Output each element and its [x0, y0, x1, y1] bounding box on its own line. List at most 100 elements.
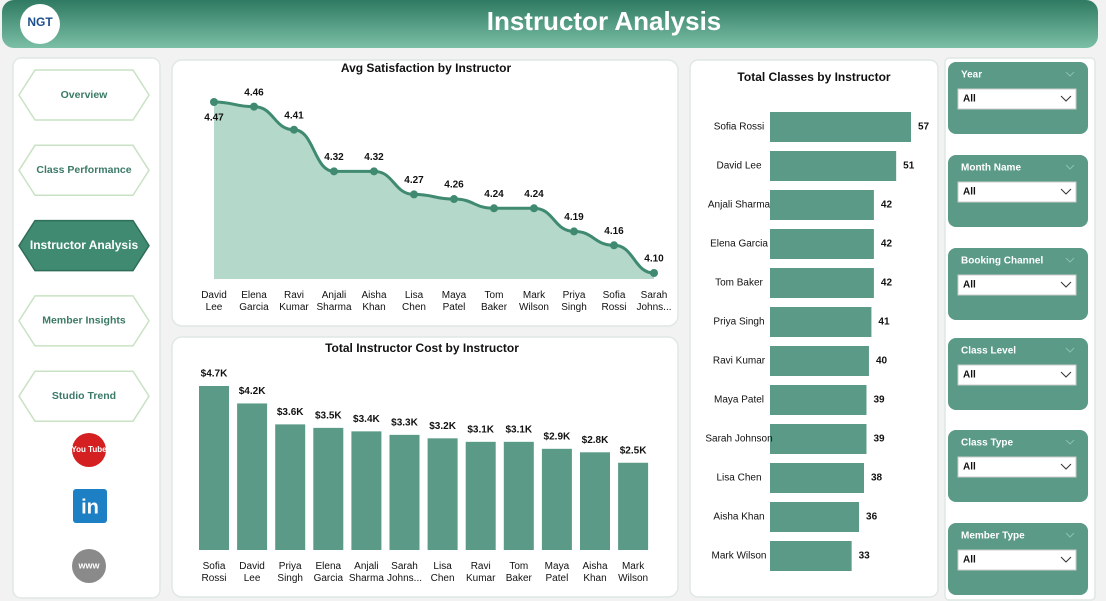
filter-dropdown[interactable]	[957, 274, 1077, 296]
bar	[313, 427, 344, 550]
value-label: 41	[878, 317, 890, 328]
x-tick-label: Ravi Kumar	[279, 290, 309, 313]
dropdown-chevron	[1060, 281, 1072, 288]
value-label: 42	[881, 239, 893, 250]
nav-button[interactable]	[18, 219, 150, 272]
logo-text: NGT	[27, 15, 53, 29]
x-tick-label: Priya Singh	[561, 290, 587, 313]
filter-chevron	[1065, 347, 1075, 353]
area	[214, 102, 654, 279]
header-bar	[2, 0, 1098, 48]
x-tick-label: Mark Wilson	[519, 290, 549, 313]
filter-chevron	[1065, 164, 1075, 170]
bar	[389, 434, 420, 550]
x-tick-label: Maya Patel	[442, 290, 467, 313]
y-tick-label: Elena Garcia	[710, 239, 768, 250]
x-tick-label: Sarah Johns...	[636, 290, 671, 313]
filter-chevron	[1065, 439, 1075, 445]
bar	[237, 403, 268, 550]
value-label: 33	[859, 551, 871, 562]
bar	[427, 438, 458, 550]
value-label: 4.46	[244, 87, 264, 98]
x-tick-label: Aisha Khan	[361, 290, 386, 313]
x-tick-label: David Lee	[239, 561, 265, 584]
point	[210, 98, 218, 106]
dropdown-chevron	[1060, 188, 1072, 195]
value-label: 39	[873, 434, 885, 445]
x-tick-label: Mark Wilson	[618, 561, 648, 584]
chart-title: Avg Satisfaction by Instructor	[341, 61, 512, 75]
y-tick-label: David Lee	[716, 161, 761, 172]
point	[570, 227, 578, 236]
bar	[770, 385, 867, 415]
x-tick-label: Elena Garcia	[239, 290, 269, 313]
nav-label: Member Insights	[42, 315, 126, 327]
bar	[351, 431, 382, 550]
dropdown-chevron	[1060, 556, 1072, 563]
point	[290, 125, 298, 134]
filter-chevron	[1065, 71, 1075, 77]
point	[490, 204, 498, 213]
filter-dropdown[interactable]	[957, 364, 1077, 386]
nav-button[interactable]	[18, 295, 150, 347]
value-label: 4.16	[604, 226, 624, 237]
x-tick-label: Aisha Khan	[582, 561, 607, 584]
filter-value: All	[963, 280, 976, 291]
nav-button[interactable]	[18, 144, 150, 197]
filter-dropdown[interactable]	[957, 456, 1077, 478]
filter-value: All	[963, 555, 976, 566]
x-tick-label: Ravi Kumar	[466, 561, 496, 584]
point	[330, 167, 338, 176]
filter-dropdown[interactable]	[957, 549, 1077, 571]
value-label: $4.2K	[239, 386, 266, 397]
value-label: 51	[903, 161, 915, 172]
bar	[199, 386, 229, 550]
dropdown-chevron	[1060, 463, 1072, 470]
value-label: 4.32	[364, 152, 384, 163]
bar	[770, 307, 872, 337]
point	[530, 204, 538, 213]
value-label: 42	[881, 200, 893, 211]
icon-label: in	[81, 496, 99, 518]
y-tick-label: Priya Singh	[713, 317, 764, 328]
bar	[770, 229, 874, 259]
y-tick-label: Aisha Khan	[713, 512, 764, 523]
logo	[20, 4, 60, 44]
linkedin-icon[interactable]	[73, 489, 107, 523]
web-icon[interactable]	[72, 549, 106, 583]
y-tick-label: Mark Wilson	[711, 551, 766, 562]
x-tick-label: David Lee	[201, 290, 227, 313]
dropdown-chevron	[1060, 371, 1072, 378]
filter-dropdown[interactable]	[957, 88, 1077, 110]
icon-label: www	[77, 560, 100, 570]
bar	[618, 462, 649, 550]
value-label: 4.41	[284, 110, 304, 121]
x-tick-label: Maya Patel	[545, 561, 570, 584]
value-label: 39	[873, 395, 885, 406]
y-tick-label: Sofia Rossi	[714, 122, 765, 133]
x-tick-label: Anjali Sharma	[349, 561, 384, 584]
filter-chevron	[1065, 257, 1075, 263]
value-label: 4.32	[324, 152, 344, 163]
filter-dropdown[interactable]	[957, 181, 1077, 203]
nav-button[interactable]	[18, 370, 150, 422]
value-label: 4.19	[564, 212, 584, 223]
value-label: $2.5K	[620, 445, 647, 456]
nav-label: Class Performance	[36, 164, 131, 176]
value-label: 38	[871, 473, 883, 484]
point	[370, 167, 378, 176]
value-label: 4.26	[444, 180, 464, 191]
value-label: 4.47	[204, 113, 224, 124]
value-label: 4.24	[524, 189, 544, 200]
value-label: 4.24	[484, 189, 504, 200]
nav-button[interactable]	[18, 69, 150, 121]
filter-label: Month Name	[961, 163, 1021, 174]
y-tick-label: Anjali Sharma	[708, 200, 771, 211]
x-tick-label: Anjali Sharma	[316, 290, 351, 313]
bar	[770, 151, 897, 181]
x-tick-label: Elena Garcia	[314, 561, 344, 584]
youtube-icon[interactable]	[72, 433, 106, 467]
value-label: $3.4K	[353, 414, 380, 425]
point	[250, 102, 258, 111]
